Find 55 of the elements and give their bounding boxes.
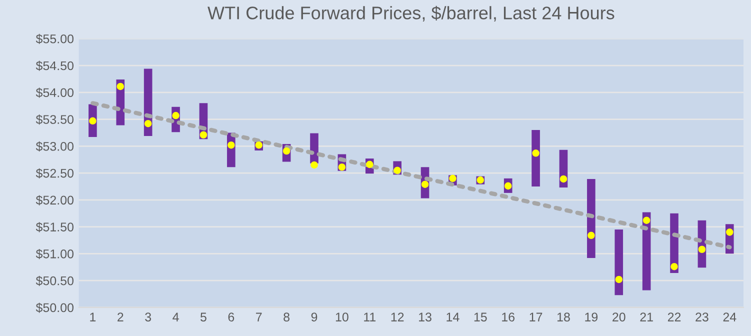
x-tick-label: 11 [364,312,376,322]
point [615,276,623,284]
y-tick-label: $52.50 [36,168,74,178]
x-tick-label: 3 [145,312,152,322]
x-tick-label: 14 [446,312,460,322]
x-tick-label: 16 [502,312,514,322]
point [588,232,595,240]
point [144,120,152,128]
x-tick-label: 21 [640,312,653,322]
x-tick-label: 1 [90,312,96,322]
chart-title: WTI Crude Forward Prices, $/barrel, Last 24 Hours [208,6,614,22]
point [116,82,124,90]
x-tick-label: 17 [530,312,542,322]
x-tick-label: 18 [557,312,570,322]
point [338,163,346,171]
point [560,175,568,183]
point [670,262,678,270]
y-tick-label: $51.00 [36,248,74,260]
bar [532,130,540,186]
x-tick-label: 13 [419,312,432,322]
x-tick-label: 19 [585,312,598,322]
x-tick-label: 20 [612,312,626,322]
x-tick-label: 5 [200,312,206,322]
x-tick-label: 24 [723,312,736,322]
y-tick-label: $53.00 [36,141,74,152]
point [642,216,650,224]
x-tick-label: 6 [228,312,234,322]
point [228,141,235,149]
y-tick-label: $53.50 [36,114,74,125]
y-tick-label: $52.00 [36,195,74,206]
x-tick-label: 2 [118,312,124,322]
point [698,246,706,254]
y-tick-label: $50.00 [36,302,74,313]
y-tick-label: $54.00 [36,88,74,98]
x-tick-label: 22 [668,312,681,322]
point [532,150,540,157]
x-tick-label: 10 [336,312,348,322]
point [449,174,456,182]
x-tick-label: 7 [256,312,262,322]
point [726,228,734,236]
x-tick-label: 9 [311,312,318,322]
y-tick-label: $55.00 [36,34,74,44]
x-tick-label: 15 [474,312,487,322]
x-tick-label: 8 [284,312,290,322]
y-tick-label: $51.50 [36,222,74,232]
bar [642,212,651,290]
point [200,131,208,139]
point [89,117,96,125]
bar [614,229,624,296]
x-tick-label: 4 [172,312,179,322]
y-tick-label: $54.50 [36,60,74,71]
x-tick-label: 23 [696,312,708,322]
x-tick-label: 12 [391,312,404,322]
y-tick-label: $50.50 [36,276,74,286]
point [310,161,318,169]
